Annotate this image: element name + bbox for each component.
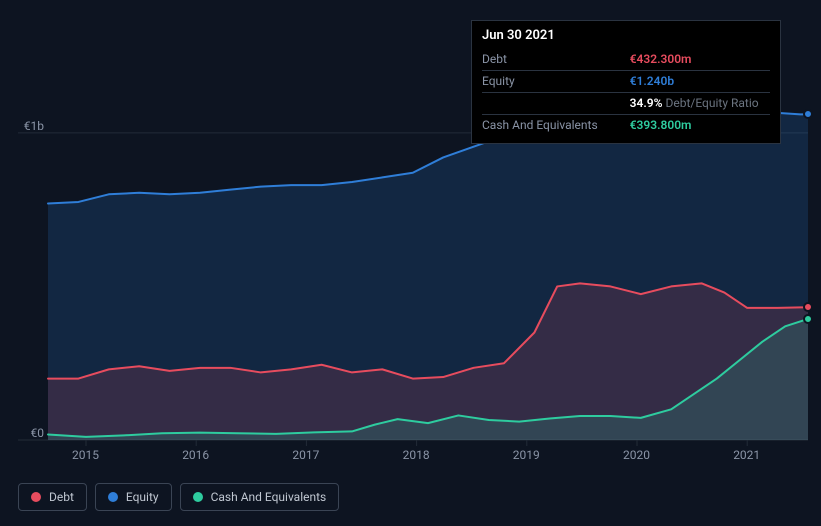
tooltip-row-label — [482, 92, 630, 114]
legend-label: Equity — [126, 490, 159, 504]
x-axis-label: 2019 — [513, 448, 540, 462]
y-axis-label: €1b — [24, 119, 44, 133]
tooltip-row-label: Cash And Equivalents — [482, 114, 630, 135]
series-end-marker — [803, 314, 813, 324]
x-axis-label: 2021 — [733, 448, 760, 462]
tooltip-row-value: €1.240b — [630, 70, 770, 92]
legend-item[interactable]: Cash And Equivalents — [180, 483, 340, 511]
x-axis-label: 2018 — [403, 448, 430, 462]
legend-label: Debt — [49, 490, 74, 504]
tooltip-row-value: 34.9% Debt/Equity Ratio — [630, 92, 770, 114]
chart-tooltip: Jun 30 2021 Debt€432.300mEquity€1.240b34… — [471, 20, 781, 144]
legend-dot-icon — [193, 492, 203, 502]
x-axis-label: 2015 — [72, 448, 99, 462]
legend-item[interactable]: Equity — [95, 483, 172, 511]
tooltip-date: Jun 30 2021 — [482, 27, 770, 45]
legend-item[interactable]: Debt — [18, 483, 87, 511]
y-axis-label: €0 — [31, 426, 45, 440]
tooltip-row-value: €393.800m — [630, 114, 770, 135]
tooltip-row-label: Debt — [482, 49, 630, 70]
legend-dot-icon — [108, 492, 118, 502]
x-axis-label: 2020 — [623, 448, 650, 462]
financial-area-chart: €0 €1b 2015 2016 2017 2018 2019 2020 2021 Jun 3… — [0, 0, 821, 526]
chart-legend: Debt Equity Cash And Equivalents — [18, 483, 339, 511]
tooltip-row-label: Equity — [482, 70, 630, 92]
legend-label: Cash And Equivalents — [211, 490, 327, 504]
tooltip-row-value: €432.300m — [630, 49, 770, 70]
x-axis-label: 2016 — [182, 448, 209, 462]
legend-dot-icon — [31, 492, 41, 502]
x-axis-label: 2017 — [292, 448, 319, 462]
